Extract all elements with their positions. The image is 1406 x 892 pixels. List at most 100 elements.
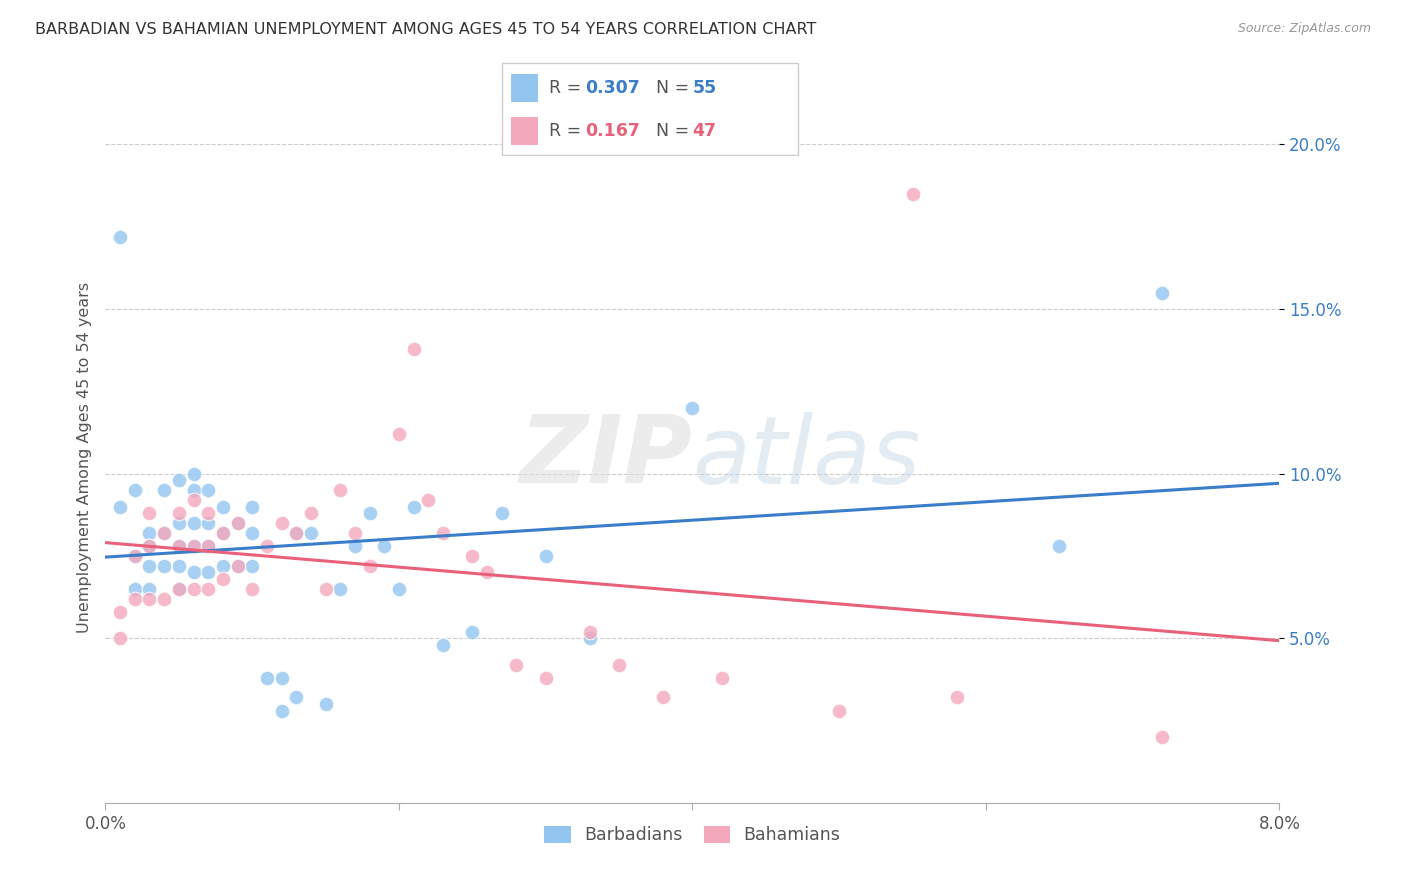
Point (299, 506, 322, 520)
Point (108, 631, 131, 645)
Point (578, 624, 600, 639)
Point (197, 582, 219, 596)
Point (343, 539, 366, 553)
Point (197, 516, 219, 530)
Text: BARBADIAN VS BAHAMIAN UNEMPLOYMENT AMONG AGES 45 TO 54 YEARS CORRELATION CHART: BARBADIAN VS BAHAMIAN UNEMPLOYMENT AMONG… (35, 22, 817, 37)
Point (183, 582, 205, 596)
Point (240, 558, 263, 573)
Point (167, 516, 190, 530)
Point (534, 549, 557, 563)
Point (183, 539, 205, 553)
Point (505, 657, 527, 672)
Point (256, 539, 278, 553)
Point (1150, 730, 1173, 744)
Point (285, 690, 308, 705)
Point (197, 566, 219, 580)
Y-axis label: Unemployment Among Ages 45 to 54 years: Unemployment Among Ages 45 to 54 years (76, 282, 91, 632)
Point (153, 558, 176, 573)
Point (108, 229, 131, 244)
Point (197, 539, 219, 553)
Point (461, 549, 484, 563)
Text: N =: N = (657, 122, 695, 140)
Point (138, 539, 160, 553)
Point (124, 549, 146, 563)
Point (329, 582, 352, 596)
Point (901, 186, 924, 201)
Point (388, 427, 411, 442)
Text: Source: ZipAtlas.com: Source: ZipAtlas.com (1237, 22, 1371, 36)
Point (167, 539, 190, 553)
Point (108, 500, 131, 514)
Text: atlas: atlas (693, 411, 921, 503)
Point (183, 467, 205, 481)
Point (183, 516, 205, 530)
Text: N =: N = (657, 78, 695, 96)
Point (153, 591, 176, 606)
Point (652, 690, 675, 705)
Point (197, 506, 219, 520)
Point (359, 558, 381, 573)
Text: R =: R = (548, 122, 586, 140)
Point (211, 525, 233, 540)
Point (402, 500, 425, 514)
Point (124, 582, 146, 596)
Point (138, 525, 160, 540)
Text: R =: R = (548, 78, 586, 96)
Text: 47: 47 (693, 122, 717, 140)
Text: ZIP: ZIP (520, 411, 693, 503)
Point (197, 483, 219, 497)
Point (226, 516, 249, 530)
Point (285, 525, 308, 540)
Point (167, 558, 190, 573)
Point (945, 690, 967, 705)
Point (167, 539, 190, 553)
Point (270, 704, 292, 718)
Point (329, 483, 352, 497)
Point (240, 582, 263, 596)
Point (226, 558, 249, 573)
Point (167, 473, 190, 487)
Point (167, 506, 190, 520)
Point (226, 558, 249, 573)
Point (211, 572, 233, 586)
Point (402, 342, 425, 356)
Point (183, 492, 205, 507)
Point (373, 539, 395, 553)
Point (578, 631, 600, 645)
Point (211, 525, 233, 540)
Point (388, 582, 411, 596)
Point (153, 483, 176, 497)
FancyBboxPatch shape (502, 63, 799, 155)
Point (285, 525, 308, 540)
Point (491, 506, 513, 520)
Point (534, 671, 557, 685)
Point (270, 516, 292, 530)
Point (124, 549, 146, 563)
Point (211, 500, 233, 514)
Text: 0.307: 0.307 (585, 78, 640, 96)
Point (138, 558, 160, 573)
Point (682, 401, 704, 415)
Text: 0.167: 0.167 (585, 122, 640, 140)
Point (211, 558, 233, 573)
Point (240, 500, 263, 514)
Point (299, 525, 322, 540)
Point (138, 539, 160, 553)
Point (1150, 285, 1173, 300)
Point (138, 582, 160, 596)
Point (475, 566, 498, 580)
Point (183, 566, 205, 580)
Point (197, 539, 219, 553)
Text: 55: 55 (693, 78, 717, 96)
Point (432, 638, 454, 652)
Point (138, 591, 160, 606)
Point (432, 525, 454, 540)
Point (315, 582, 337, 596)
Point (359, 506, 381, 520)
Point (1047, 539, 1070, 553)
Point (710, 671, 733, 685)
Point (256, 671, 278, 685)
FancyBboxPatch shape (512, 74, 538, 102)
Point (270, 671, 292, 685)
Point (153, 525, 176, 540)
